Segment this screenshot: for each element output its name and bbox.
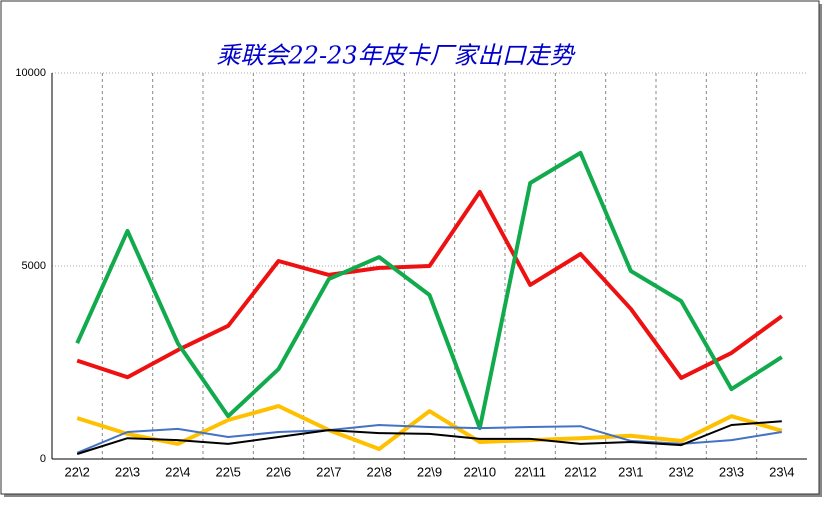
series-line	[76, 404, 783, 451]
series-line	[76, 420, 782, 455]
frame	[0, 0, 820, 495]
y-tick-label: 10000	[15, 67, 46, 79]
y-tick-label: 5000	[22, 260, 46, 272]
series-line	[75, 150, 783, 431]
x-tick-label: 23\1	[618, 464, 643, 479]
x-tick-label: 22\8	[367, 464, 392, 479]
x-tick-label: 22\12	[564, 464, 597, 479]
x-tick-label: 22\9	[417, 464, 442, 479]
x-tick-label: 22\2	[65, 464, 90, 479]
x-tick-label: 22\11	[514, 464, 546, 479]
x-tick-label: 23\3	[719, 464, 744, 479]
x-tick-label: 23\2	[669, 464, 694, 479]
chart-title: 乘联会22-23年皮卡厂家出口走势	[216, 42, 575, 70]
series-line	[76, 189, 783, 380]
x-tick-label: 22\10	[464, 464, 497, 479]
x-tick-label: 22\5	[216, 464, 241, 479]
y-tick-label: 0	[40, 453, 46, 465]
x-tick-label: 22\4	[165, 464, 190, 479]
x-tick-label: 22\3	[115, 464, 140, 479]
x-tick-label: 22\6	[266, 464, 291, 479]
series-line	[76, 424, 782, 454]
x-tick-label: 23\4	[769, 464, 794, 479]
x-tick-label: 22\7	[316, 464, 341, 479]
